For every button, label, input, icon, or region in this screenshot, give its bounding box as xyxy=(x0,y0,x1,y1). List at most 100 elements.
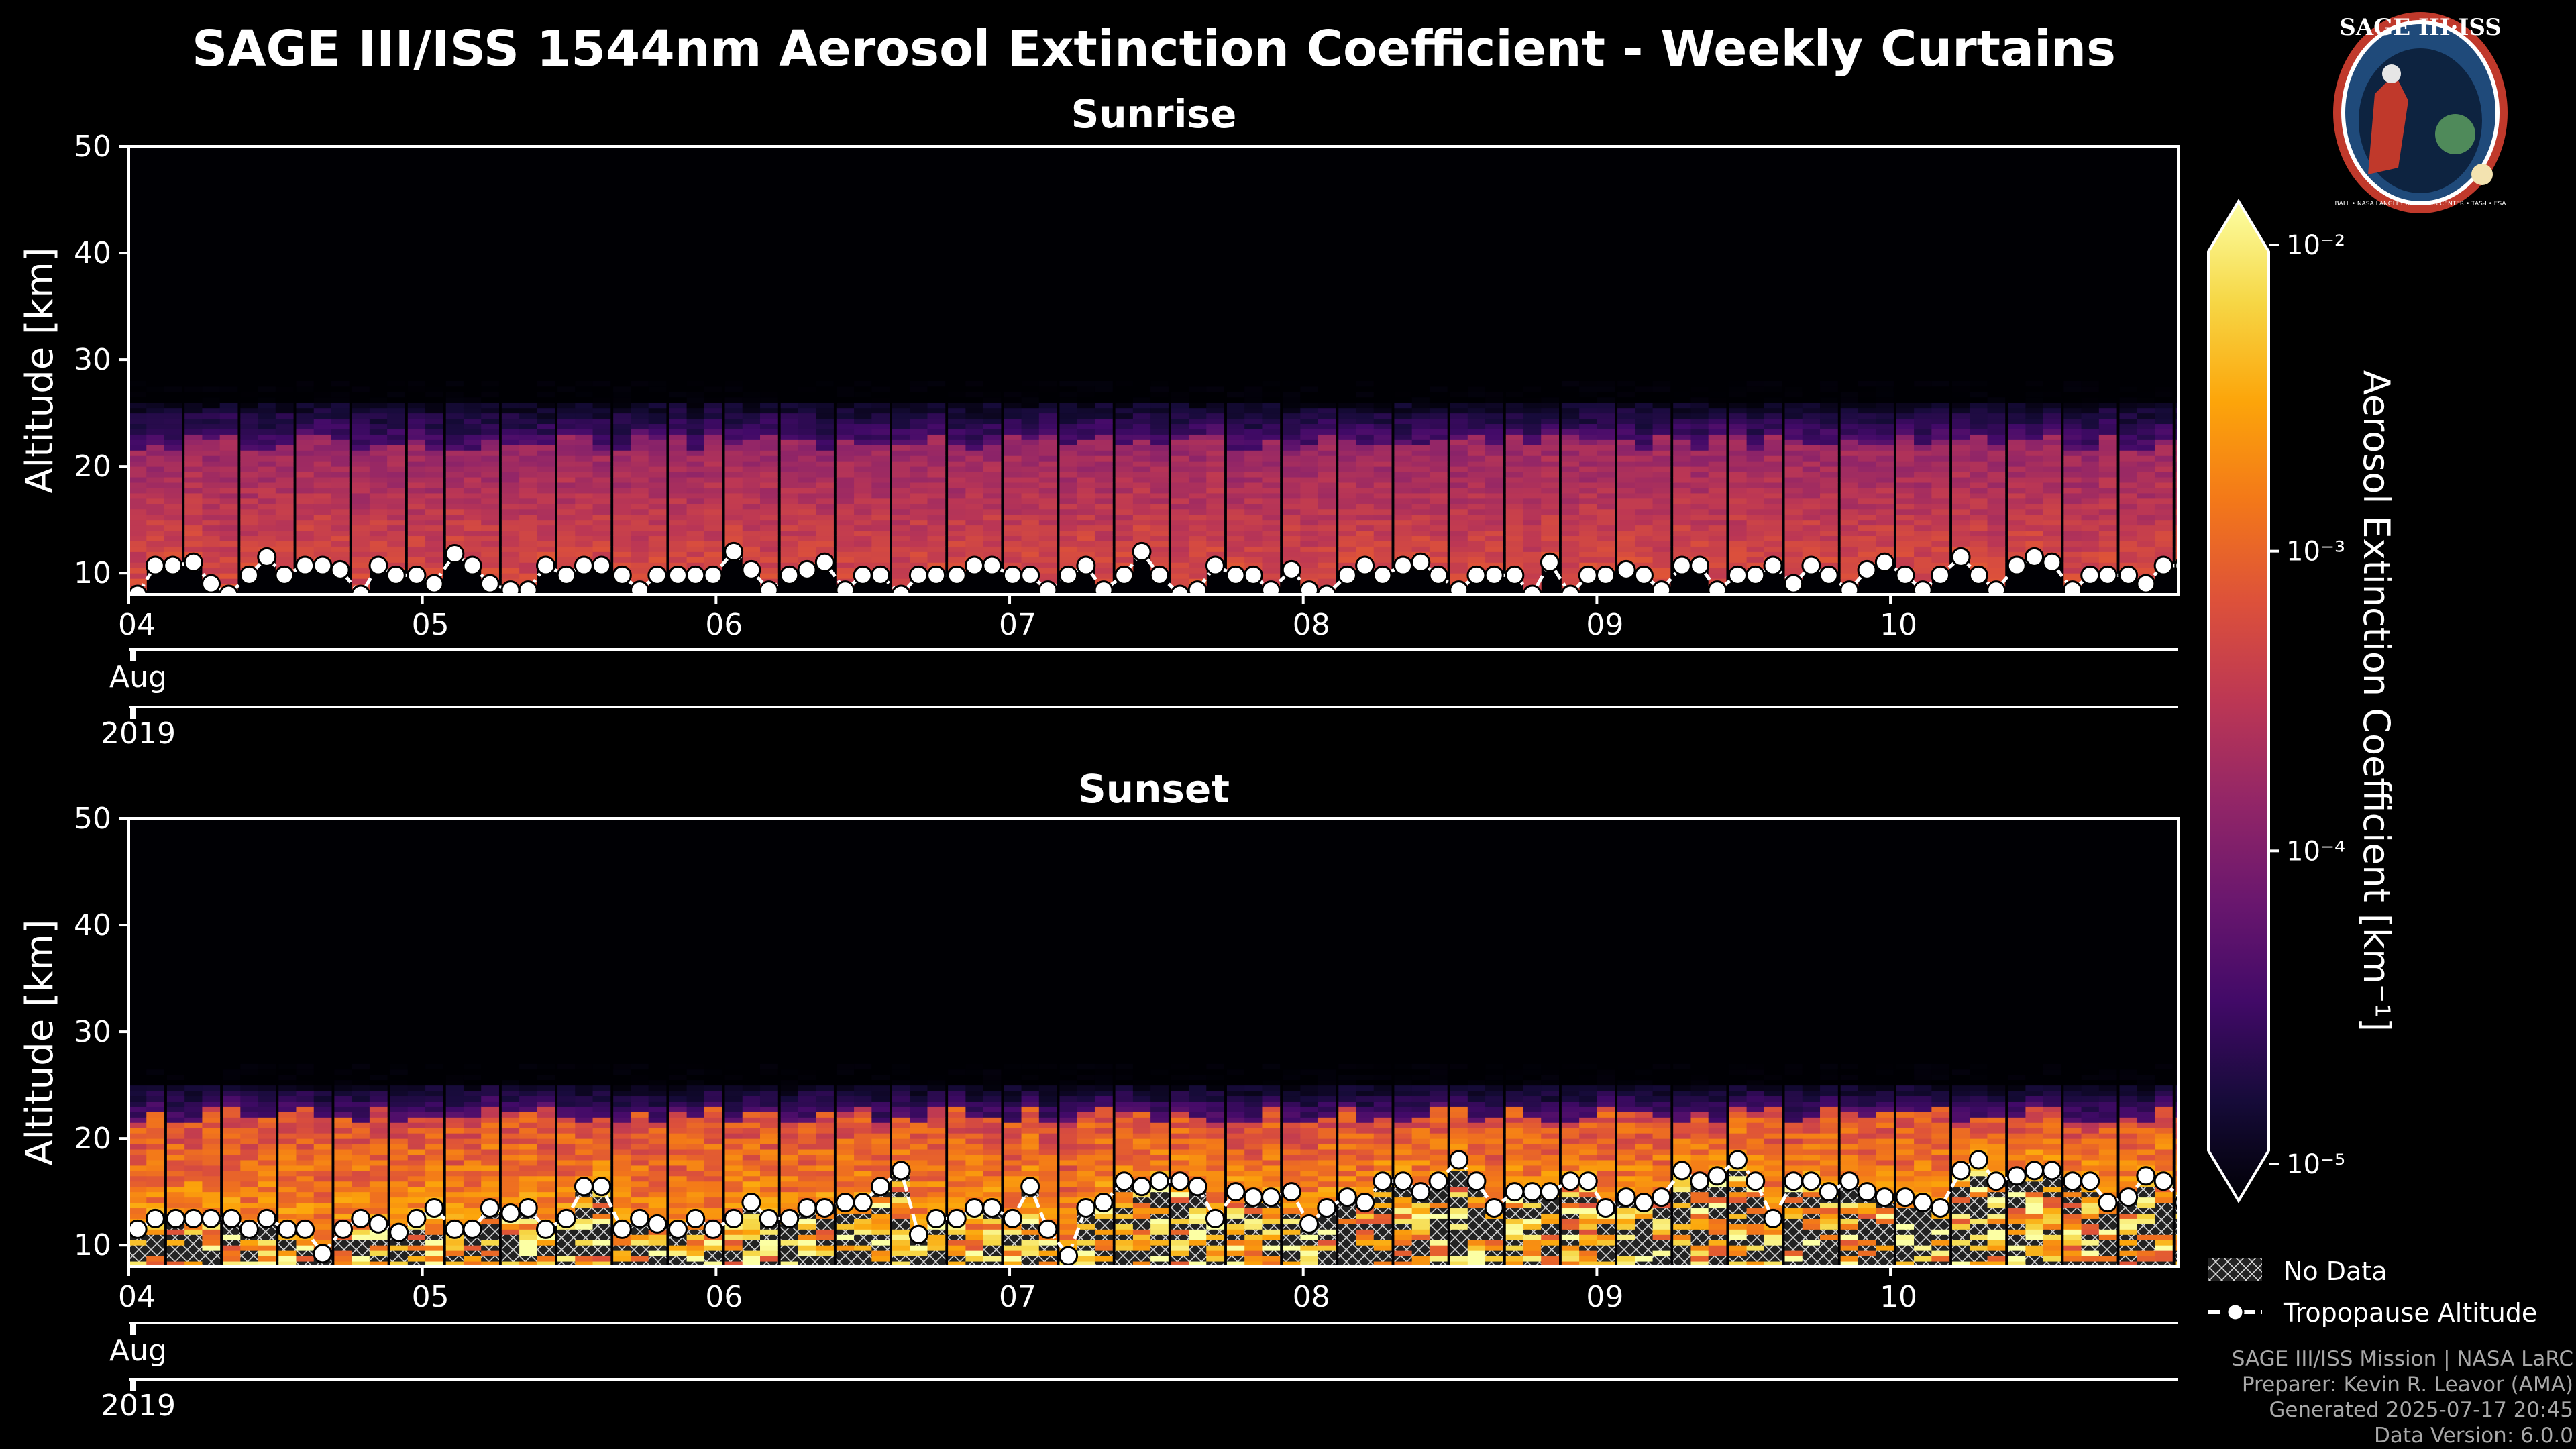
extinction-cell xyxy=(1429,402,1448,409)
extinction-cell xyxy=(463,492,482,499)
extinction-cell xyxy=(184,439,203,445)
extinction-cell xyxy=(948,557,966,563)
extinction-cell xyxy=(2154,503,2173,510)
extinction-cell xyxy=(334,1170,353,1177)
extinction-cell xyxy=(352,472,370,478)
extinction-cell xyxy=(1115,423,1134,429)
extinction-cell xyxy=(1226,434,1245,440)
extinction-cell xyxy=(2119,482,2138,488)
extinction-cell xyxy=(2081,461,2100,467)
extinction-cell xyxy=(219,423,238,429)
extinction-cell xyxy=(669,461,688,467)
extinction-cell xyxy=(1561,487,1580,494)
extinction-cell xyxy=(463,503,482,510)
extinction-cell xyxy=(1931,503,1950,510)
extinction-cell xyxy=(1987,418,2006,425)
extinction-cell xyxy=(463,1133,482,1139)
extinction-cell xyxy=(296,1101,315,1107)
extinction-cell xyxy=(1244,407,1263,414)
extinction-cell xyxy=(369,1074,388,1081)
extinction-cell xyxy=(313,1181,332,1187)
extinction-cell xyxy=(1951,380,1970,387)
extinction-cell xyxy=(1802,429,1821,435)
extinction-cell xyxy=(592,402,611,409)
extinction-cell xyxy=(2081,434,2100,440)
extinction-cell xyxy=(1226,472,1245,478)
extinction-cell xyxy=(836,472,855,478)
extinction-cell xyxy=(836,455,855,462)
extinction-cell xyxy=(1523,380,1542,387)
extinction-cell xyxy=(1189,386,1207,392)
extinction-cell xyxy=(1429,413,1448,419)
extinction-cell xyxy=(258,1079,276,1086)
extinction-cell xyxy=(202,530,221,537)
extinction-cell xyxy=(948,402,966,409)
extinction-cell xyxy=(146,1117,165,1123)
extinction-cell xyxy=(1429,434,1448,440)
extinction-cell xyxy=(1802,472,1821,478)
extinction-cell xyxy=(166,1155,185,1161)
extinction-cell xyxy=(1206,423,1225,429)
extinction-cell xyxy=(334,1261,353,1267)
extinction-cell xyxy=(1226,407,1245,414)
extinction-cell xyxy=(313,1133,332,1139)
extinction-cell xyxy=(352,1229,370,1235)
extinction-cell xyxy=(1021,519,1040,526)
extinction-cell xyxy=(1059,386,1078,392)
tropopause-point xyxy=(1226,565,1246,585)
extinction-cell xyxy=(871,455,890,462)
extinction-cell xyxy=(1523,461,1542,467)
tropopause-point xyxy=(1428,565,1448,585)
extinction-cell xyxy=(1914,557,1932,563)
extinction-cell xyxy=(2175,487,2178,494)
extinction-cell xyxy=(1077,402,1095,409)
extinction-cell xyxy=(331,413,350,419)
sunrise-y-axis-label: Altitude [km] xyxy=(18,247,62,493)
extinction-cell xyxy=(146,1149,165,1155)
extinction-cell xyxy=(184,1229,203,1235)
extinction-cell xyxy=(1597,466,1615,472)
extinction-cell xyxy=(1021,492,1040,499)
extinction-cell xyxy=(1708,439,1727,445)
extinction-cell xyxy=(871,380,890,387)
extinction-cell xyxy=(501,1224,520,1230)
extinction-cell xyxy=(575,402,594,409)
tropopause-point xyxy=(1076,555,1096,576)
extinction-cell xyxy=(184,466,203,472)
extinction-cell xyxy=(2154,466,2173,472)
extinction-cell xyxy=(613,519,631,526)
extinction-cell xyxy=(166,1106,185,1112)
extinction-cell xyxy=(258,1085,276,1091)
extinction-cell xyxy=(240,1106,259,1112)
extinction-cell xyxy=(2008,472,2026,478)
extinction-cell xyxy=(334,1165,353,1171)
extinction-cell xyxy=(871,508,890,515)
extinction-cell xyxy=(1244,503,1263,510)
extinction-cell xyxy=(742,546,761,552)
extinction-cell xyxy=(202,1155,221,1161)
extinction-cell xyxy=(1338,413,1356,419)
extinction-cell xyxy=(219,445,238,451)
extinction-cell xyxy=(334,1175,353,1182)
extinction-cell xyxy=(1673,535,1691,541)
extinction-cell xyxy=(557,535,576,541)
extinction-cell xyxy=(742,445,761,451)
extinction-cell xyxy=(501,1069,520,1075)
extinction-cell xyxy=(1450,380,1468,387)
extinction-cell xyxy=(2137,503,2155,510)
extinction-cell xyxy=(1206,402,1225,409)
extinction-cell xyxy=(184,1159,203,1166)
extinction-cell xyxy=(1338,439,1356,445)
extinction-cell xyxy=(334,1128,353,1134)
extinction-cell xyxy=(369,1155,388,1161)
extinction-cell xyxy=(742,439,761,445)
sunset-heatmap xyxy=(129,1063,2178,1267)
extinction-cell xyxy=(387,391,405,398)
extinction-cell xyxy=(223,1138,241,1144)
extinction-cell xyxy=(219,578,238,584)
extinction-cell xyxy=(948,380,966,387)
extinction-cell xyxy=(965,423,984,429)
extinction-cell xyxy=(1987,407,2006,414)
extinction-cell xyxy=(1485,562,1503,568)
extinction-cell xyxy=(390,1063,409,1070)
